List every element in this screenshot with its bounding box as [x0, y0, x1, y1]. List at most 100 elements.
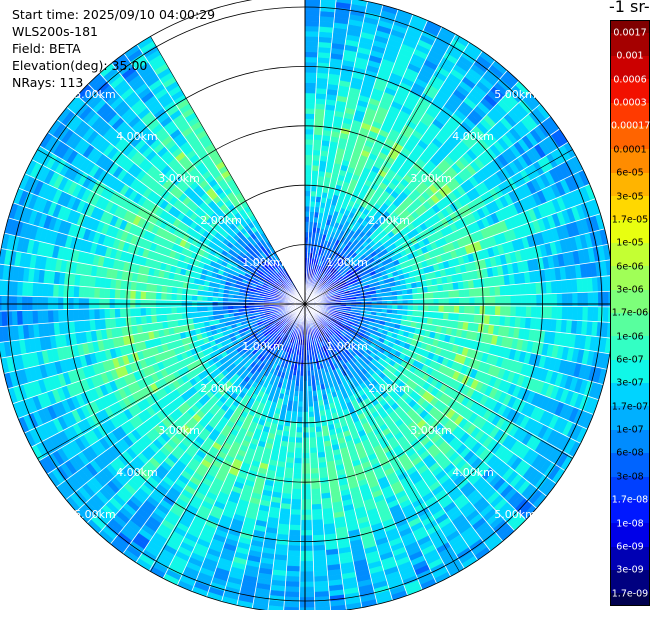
range-gate	[310, 463, 319, 469]
range-gate	[286, 571, 300, 577]
range-gate	[313, 555, 326, 561]
range-gate	[298, 396, 303, 401]
range-gate	[474, 314, 480, 323]
range-gate	[310, 196, 316, 202]
range-gate	[449, 305, 454, 313]
range-gate	[285, 586, 300, 592]
range-gate	[305, 196, 311, 201]
range-gate	[427, 286, 433, 293]
range-gate	[305, 165, 312, 170]
range-gate	[428, 305, 433, 312]
range-gate	[305, 98, 315, 103]
range-gate	[286, 566, 300, 572]
range-gate	[408, 294, 413, 300]
range-gate	[302, 448, 310, 453]
range-gate	[438, 312, 444, 319]
range-gate	[317, 442, 325, 448]
range-gate	[305, 175, 312, 180]
range-gate	[292, 489, 302, 495]
range-gate	[290, 509, 301, 515]
range-gate	[311, 499, 321, 505]
range-gate	[302, 464, 310, 469]
range-gate	[301, 505, 311, 510]
range-gate	[287, 551, 300, 557]
range-gate	[286, 576, 300, 582]
range-gate	[305, 119, 314, 124]
range-gate	[444, 305, 449, 312]
range-gate	[448, 313, 454, 321]
range-gate	[304, 376, 308, 381]
range-gate	[536, 282, 542, 294]
range-gate	[484, 315, 490, 325]
range-gate	[312, 165, 319, 171]
range-gate	[300, 551, 313, 556]
range-gate	[285, 462, 294, 468]
range-gate	[505, 306, 511, 317]
range-gate	[305, 83, 316, 88]
range-gate	[300, 566, 314, 571]
range-gate	[300, 561, 313, 566]
range-gate	[312, 514, 323, 520]
range-gate	[312, 155, 320, 161]
range-gate	[301, 536, 313, 541]
range-gate	[397, 305, 402, 310]
range-gate	[432, 285, 438, 292]
range-gate	[302, 443, 309, 448]
range-gate	[433, 312, 439, 319]
range-gate	[289, 432, 296, 438]
range-gate	[313, 150, 321, 156]
range-gate	[305, 52, 318, 57]
range-gate	[288, 545, 301, 551]
range-gate	[314, 129, 323, 135]
range-gate	[305, 211, 310, 216]
range-gate	[408, 305, 413, 311]
range-gate	[309, 417, 315, 422]
range-gate	[303, 427, 310, 432]
range-gate	[305, 170, 312, 175]
range-gate	[308, 401, 313, 406]
range-gate	[480, 306, 485, 315]
range-gate	[301, 500, 311, 505]
range-gate	[314, 566, 328, 572]
range-gate	[510, 284, 516, 295]
range-gate	[588, 307, 594, 322]
range-gate	[305, 5, 320, 11]
range-gate	[314, 114, 324, 120]
range-gate	[418, 305, 423, 311]
range-gate	[428, 292, 434, 299]
range-gate	[285, 592, 300, 598]
range-gate	[305, 150, 313, 155]
range-gate	[303, 386, 307, 391]
range-gate	[316, 437, 323, 443]
range-gate	[302, 458, 310, 463]
range-gate	[310, 468, 319, 474]
range-gate	[439, 305, 444, 312]
range-gate	[316, 432, 323, 438]
range-gate	[290, 520, 301, 526]
range-gate	[464, 305, 469, 313]
range-gate	[500, 306, 505, 316]
range-gate	[288, 442, 296, 448]
range-gate	[459, 289, 465, 297]
range-gate	[296, 432, 303, 437]
range-gate	[305, 124, 314, 129]
range-gate	[308, 396, 313, 401]
range-gate	[464, 314, 470, 323]
range-gate	[287, 556, 300, 562]
range-gate	[413, 305, 418, 311]
range-gate	[305, 26, 319, 32]
range-gate	[305, 31, 319, 36]
range-gate	[309, 437, 316, 443]
range-gate	[311, 473, 320, 479]
range-gate	[469, 314, 475, 323]
range-gate	[310, 448, 318, 454]
range-gate	[454, 305, 459, 313]
range-gate	[305, 41, 318, 46]
range-gate	[309, 427, 316, 433]
range-gate	[531, 306, 537, 318]
range-gate	[582, 307, 588, 321]
range-gate	[572, 306, 578, 320]
range-gate	[311, 175, 318, 181]
range-gate	[305, 88, 316, 93]
